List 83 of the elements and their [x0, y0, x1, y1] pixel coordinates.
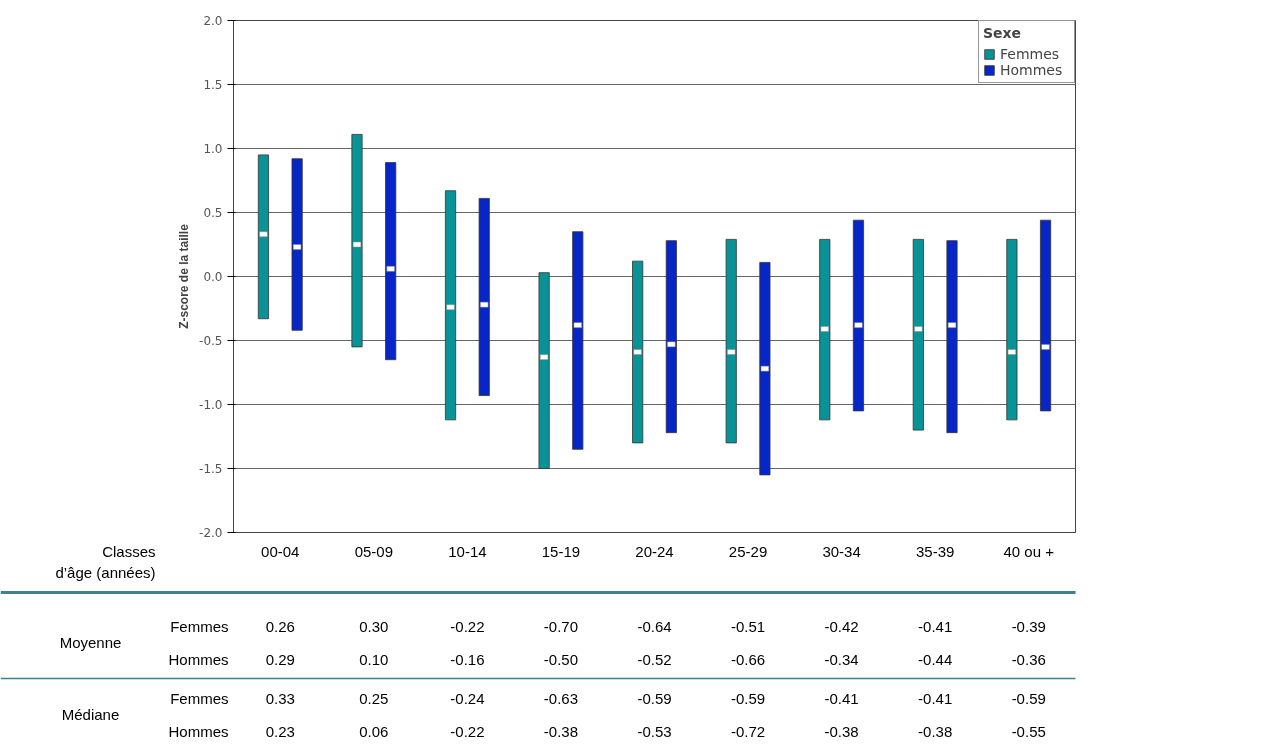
- text: 0.06: [359, 722, 389, 740]
- legend-label: Femmes: [1000, 46, 1061, 62]
- x-tick-label: 15-19: [541, 542, 581, 560]
- text: -0.64: [637, 617, 672, 635]
- bar: [572, 231, 584, 450]
- legend-title: Sexe: [983, 25, 1023, 41]
- bar: [538, 272, 550, 469]
- text: -0.63: [543, 689, 579, 707]
- y-tick-label: 2.0: [203, 14, 223, 28]
- text: -0.59: [1011, 689, 1046, 707]
- y-tick-label: 0.0: [203, 270, 223, 284]
- text: Femmes: [170, 690, 229, 707]
- legend-label: Hommes: [1000, 62, 1064, 78]
- y-tick-label: -1.0: [199, 398, 223, 412]
- text: -0.53: [637, 722, 672, 740]
- text: -0.41: [918, 689, 953, 707]
- x-tick-label: 05-09: [354, 542, 394, 560]
- bar: [257, 154, 269, 320]
- y-tick-label: 1.0: [203, 142, 223, 156]
- text: -0.52: [637, 650, 672, 668]
- bar: [632, 260, 644, 444]
- bar: [946, 240, 958, 434]
- bar: [665, 240, 677, 434]
- x-tick-label: 30-34: [822, 542, 861, 560]
- bar: [1040, 219, 1052, 412]
- bar: [291, 158, 303, 331]
- text: -0.16: [450, 650, 485, 668]
- x-tick-label: 00-04: [261, 542, 300, 560]
- text: -0.55: [1011, 722, 1046, 740]
- x-tick-label: 25-29: [728, 542, 768, 560]
- text: -0.44: [918, 650, 953, 668]
- x-tick-label: 10-14: [448, 542, 487, 560]
- text: Hommes: [168, 651, 229, 668]
- text: -0.41: [824, 689, 859, 707]
- text: -0.66: [730, 650, 766, 668]
- text: -0.38: [918, 722, 953, 740]
- bar: [852, 219, 864, 412]
- text: 0.29: [265, 650, 295, 668]
- text: -0.22: [450, 722, 485, 740]
- text: Femmes: [170, 618, 229, 635]
- text: -0.72: [730, 722, 766, 740]
- bar: [759, 262, 771, 476]
- y-tick-label: -0.5: [199, 334, 223, 348]
- bar: [445, 190, 457, 421]
- text: -0.59: [637, 689, 672, 707]
- text: -0.41: [918, 617, 953, 635]
- text: -0.24: [450, 689, 485, 707]
- bar: [819, 238, 831, 421]
- y-tick-label: 0.5: [203, 206, 223, 220]
- y-tick-label: -1.5: [199, 462, 223, 476]
- text: -0.51: [730, 617, 766, 635]
- x-tick-label: 20-24: [635, 542, 674, 560]
- x-axis-title: Classes d’âge (années): [55, 542, 156, 581]
- text: Moyenne: [59, 634, 122, 651]
- text: Médiane: [61, 706, 120, 723]
- bar: [385, 162, 397, 361]
- text: 0.30: [359, 617, 389, 635]
- text: -0.59: [730, 689, 766, 707]
- text: -0.36: [1011, 650, 1046, 668]
- text: -0.39: [1011, 617, 1046, 635]
- text: -0.34: [824, 650, 859, 668]
- y-tick-label: -2.0: [199, 526, 223, 540]
- y-tick-label: 1.5: [203, 78, 223, 92]
- x-tick-label: 40 ou +: [1003, 543, 1055, 560]
- text: Hommes: [168, 723, 229, 740]
- text: -0.38: [824, 722, 859, 740]
- text: -0.22: [450, 617, 485, 635]
- bar: [478, 198, 490, 396]
- y-axis-title: Z-score de la taille: [177, 223, 192, 329]
- text: -0.70: [543, 617, 579, 635]
- bar: [912, 238, 924, 431]
- bar: [351, 134, 363, 348]
- text: -0.50: [543, 650, 579, 668]
- x-tick-label: 35-39: [915, 542, 955, 560]
- text: -0.38: [543, 722, 579, 740]
- bar: [725, 238, 737, 444]
- text: 0.33: [265, 689, 295, 707]
- bar: [1006, 238, 1018, 421]
- text: 0.10: [359, 650, 389, 668]
- text: -0.42: [824, 617, 859, 635]
- text: 0.26: [265, 617, 295, 635]
- text: 0.23: [265, 722, 295, 740]
- text: 0.25: [359, 689, 389, 707]
